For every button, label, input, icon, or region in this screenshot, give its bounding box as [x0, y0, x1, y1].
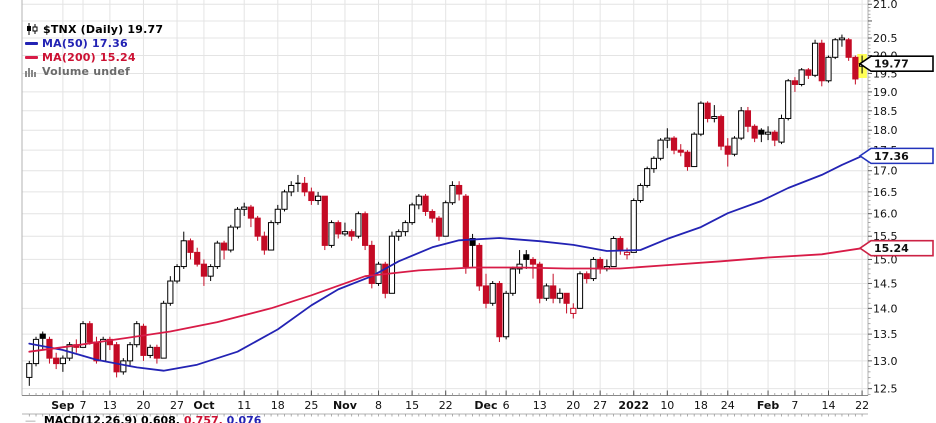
svg-text:27: 27: [170, 399, 184, 412]
legend-volume-row: Volume undef: [25, 65, 163, 78]
svg-text:22: 22: [855, 399, 869, 412]
chart-legend: $TNX (Daily) 19.77 MA(50) 17.36 MA(200) …: [25, 23, 163, 79]
legend-ma50-row: MA(50) 17.36: [25, 37, 163, 50]
macd-hist-value: 0.076: [226, 414, 262, 423]
svg-text:22: 22: [439, 399, 453, 412]
svg-text:8: 8: [375, 399, 382, 412]
callout-15.24: [858, 239, 934, 257]
svg-text:7: 7: [791, 399, 798, 412]
svg-text:7: 7: [80, 399, 87, 412]
svg-text:13: 13: [533, 399, 547, 412]
svg-text:2022: 2022: [618, 399, 649, 412]
svg-text:6: 6: [503, 399, 510, 412]
callout-19.77: [858, 55, 934, 73]
plot-borders: [21, 0, 869, 415]
svg-text:17.0: 17.0: [873, 165, 898, 178]
svg-text:17.36: 17.36: [874, 150, 909, 163]
svg-text:Sep: Sep: [51, 399, 74, 412]
svg-text:13.5: 13.5: [873, 328, 898, 341]
svg-text:20.5: 20.5: [873, 32, 898, 45]
svg-text:Dec: Dec: [474, 399, 497, 412]
macd-line-icon: —: [25, 414, 36, 423]
svg-text:24: 24: [721, 399, 735, 412]
macd-signal-value: 0.757,: [183, 414, 223, 423]
svg-text:16.5: 16.5: [873, 186, 898, 199]
svg-text:10: 10: [660, 399, 674, 412]
svg-text:19.77: 19.77: [874, 58, 909, 71]
svg-text:15: 15: [405, 399, 419, 412]
svg-text:Oct: Oct: [193, 399, 214, 412]
volume-bars-icon: [25, 65, 38, 78]
legend-ma200-row: MA(200) 15.24: [25, 51, 163, 64]
svg-text:20: 20: [136, 399, 150, 412]
svg-text:18: 18: [694, 399, 708, 412]
svg-text:18.0: 18.0: [873, 124, 898, 137]
symbol-title: $TNX (Daily) 19.77: [43, 23, 164, 36]
svg-text:11: 11: [237, 399, 251, 412]
macd-label: MACD(12,26,9) 0.608,: [43, 414, 180, 423]
svg-text:14.0: 14.0: [873, 302, 898, 315]
candlestick-icon: [25, 23, 39, 36]
ma200-line: [28, 247, 863, 353]
ma50-label: MA(50) 17.36: [42, 37, 128, 50]
svg-text:Nov: Nov: [333, 399, 358, 412]
svg-text:13: 13: [103, 399, 117, 412]
macd-panel-legend: — MACD(12,26,9) 0.608, 0.757, 0.076: [25, 414, 261, 423]
svg-text:25: 25: [304, 399, 318, 412]
ma200-line-icon: [25, 56, 38, 59]
svg-text:18: 18: [271, 399, 285, 412]
svg-text:12.5: 12.5: [873, 383, 898, 396]
svg-text:18.5: 18.5: [873, 105, 898, 118]
axis-ticks: [28, 0, 872, 417]
svg-text:15.0: 15.0: [873, 253, 898, 266]
candlestick-series: [26, 34, 866, 386]
svg-text:19.0: 19.0: [873, 86, 898, 99]
volume-label: Volume undef: [42, 65, 131, 78]
svg-text:27: 27: [593, 399, 607, 412]
callout-17.36: [858, 147, 934, 165]
ma50-line: [28, 154, 863, 372]
x-axis-labels: Sep 7 13 20 27 Oct 11 18 25 Nov 8 15 22 Dec 6 13 20 27 202…: [51, 399, 869, 412]
price-callouts: 19.77 17.36 15.24: [858, 55, 934, 257]
ma50-line-icon: [25, 42, 38, 45]
svg-text:14.5: 14.5: [873, 277, 898, 290]
svg-text:15.24: 15.24: [874, 242, 909, 255]
svg-text:20: 20: [566, 399, 580, 412]
svg-text:21.0: 21.0: [873, 0, 898, 11]
svg-text:16.0: 16.0: [873, 208, 898, 221]
legend-symbol-row: $TNX (Daily) 19.77: [25, 23, 163, 36]
svg-text:14: 14: [822, 399, 836, 412]
svg-text:13.0: 13.0: [873, 355, 898, 368]
svg-text:Feb: Feb: [757, 399, 780, 412]
moving-average-lines: [28, 154, 863, 372]
ma200-label: MA(200) 15.24: [42, 51, 136, 64]
